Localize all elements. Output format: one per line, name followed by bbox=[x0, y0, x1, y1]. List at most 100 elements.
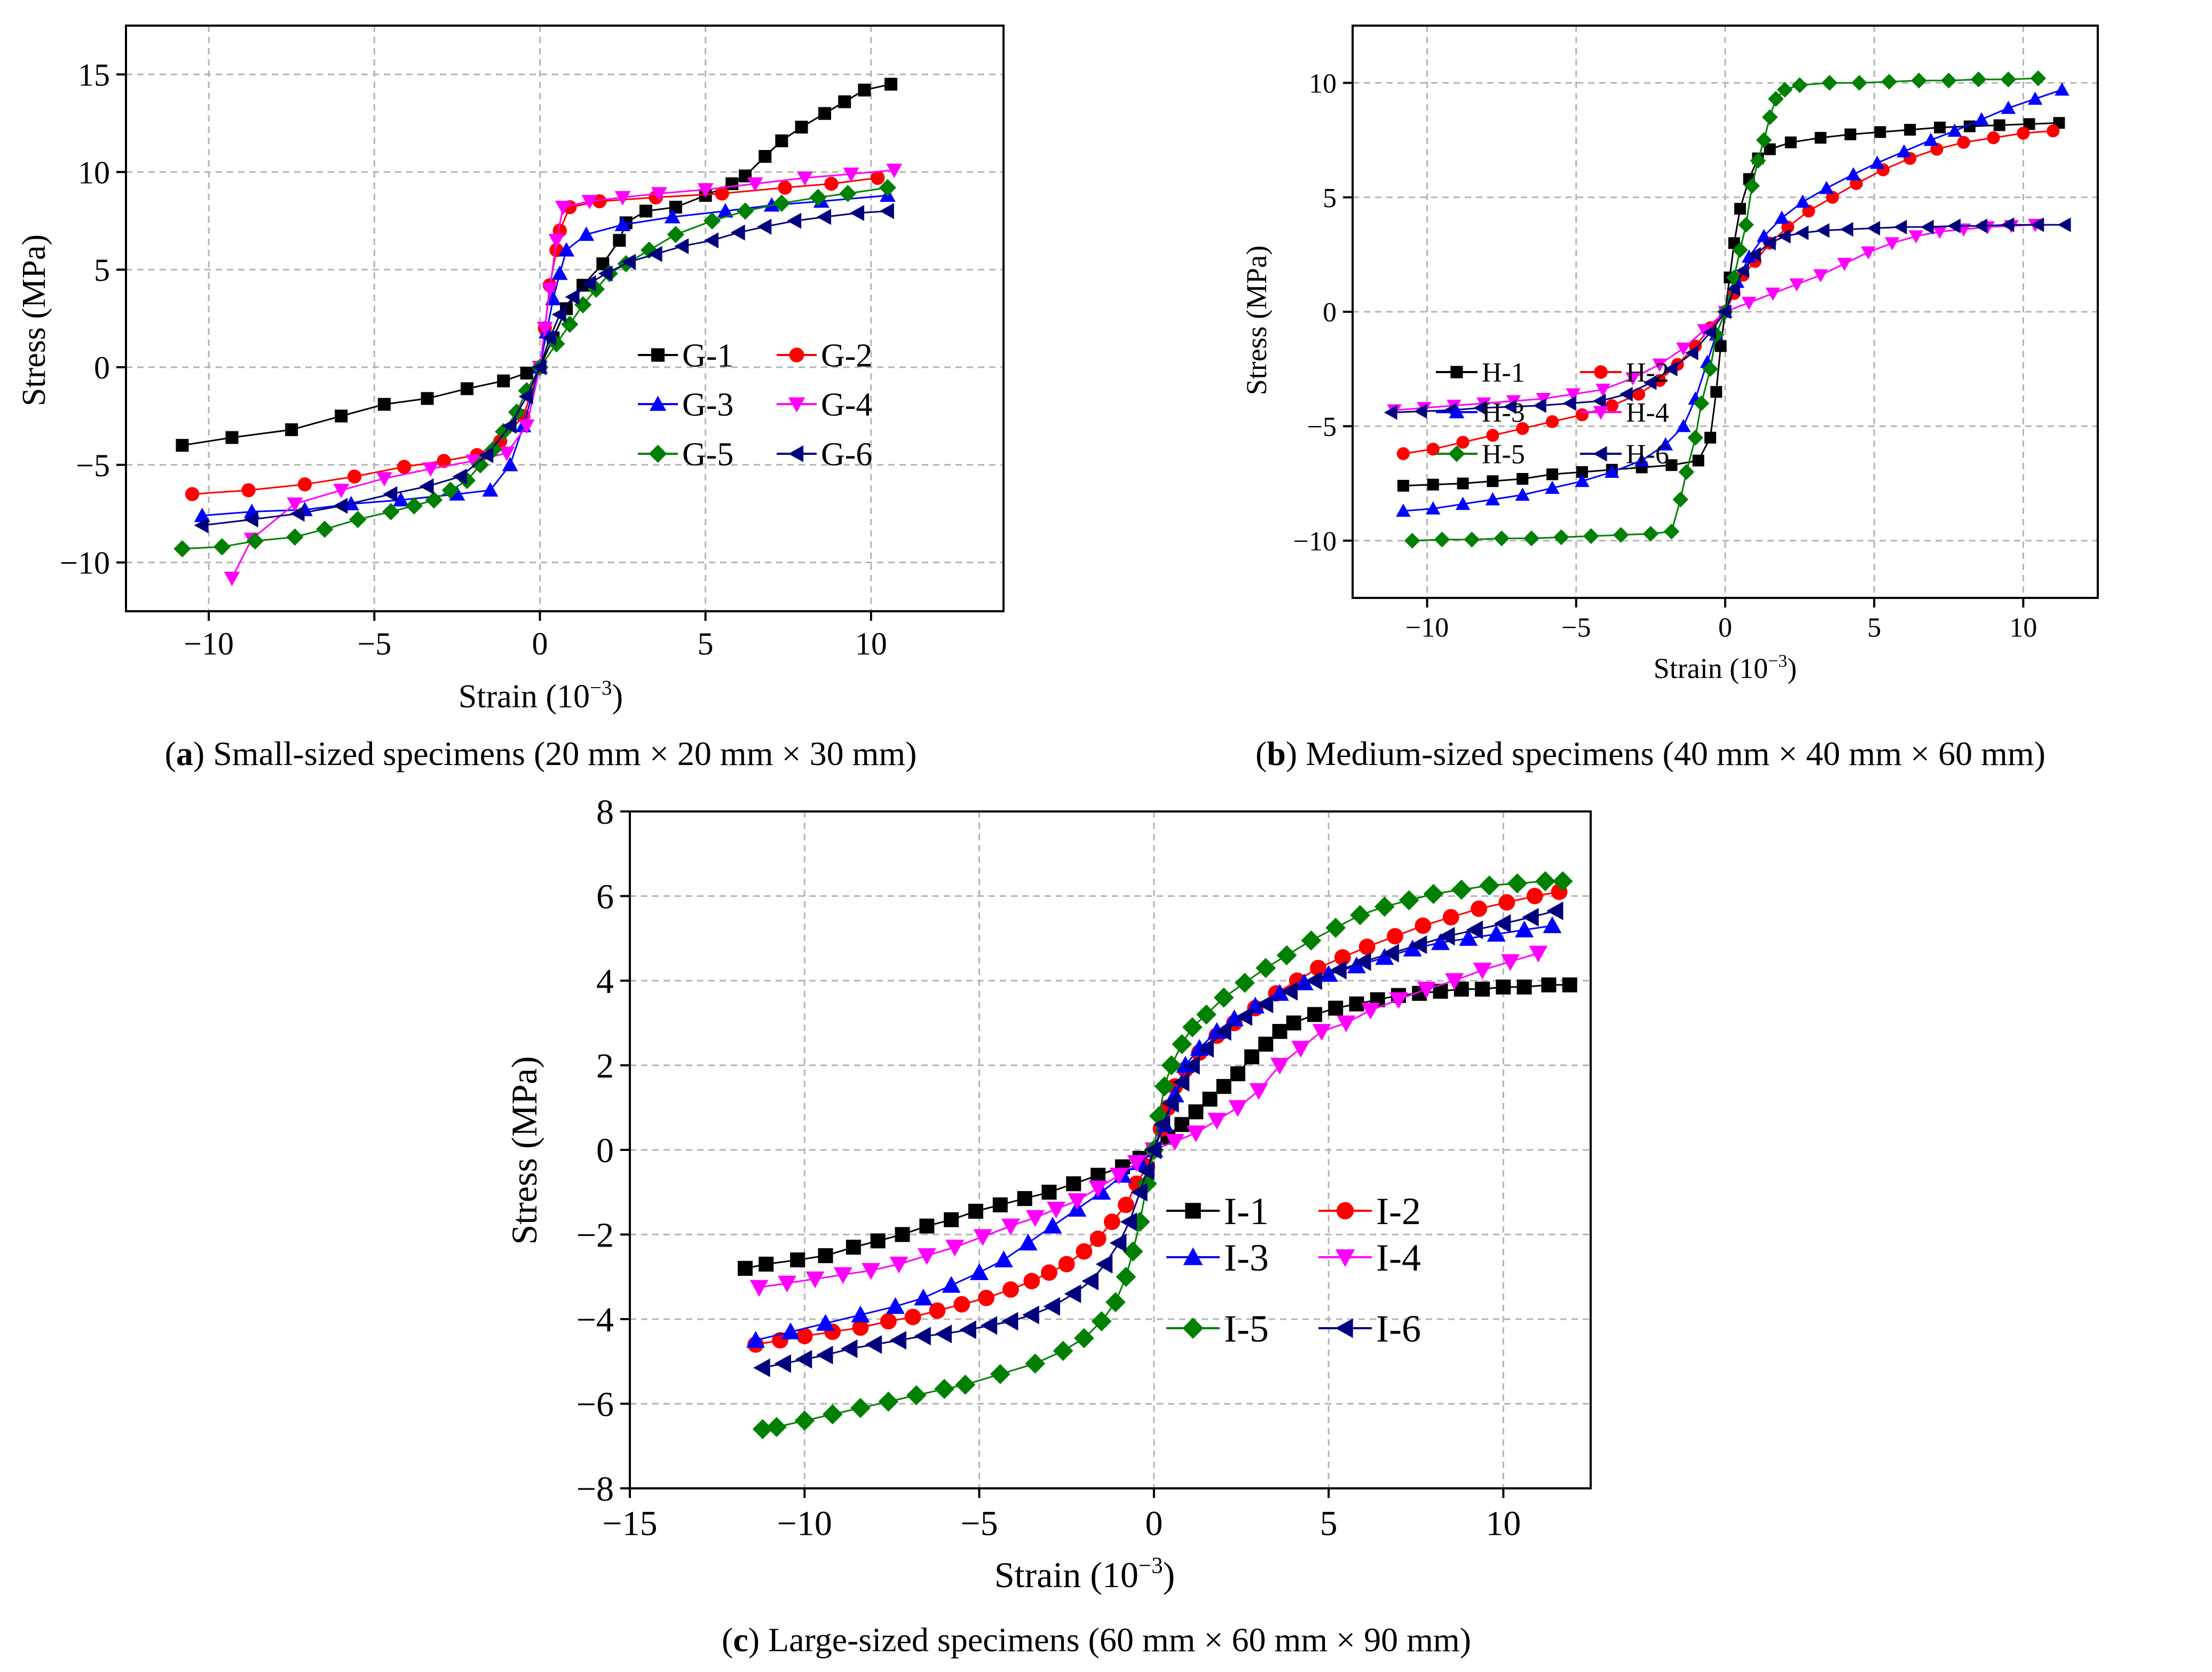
data-point-G-6 bbox=[243, 511, 258, 528]
legend-label-H-4: H-4 bbox=[1626, 398, 1669, 428]
data-point-H-2 bbox=[1486, 429, 1499, 442]
data-point-I-3 bbox=[886, 1297, 905, 1314]
data-point-H-1 bbox=[1692, 454, 1704, 467]
data-point-G-1 bbox=[176, 439, 189, 452]
data-point-H-5 bbox=[1663, 523, 1680, 540]
data-point-G-3 bbox=[614, 216, 631, 231]
x-axis-title: Strain (10−3) bbox=[459, 676, 623, 715]
data-point-I-4 bbox=[1068, 1193, 1087, 1210]
data-point-H-5 bbox=[1744, 178, 1760, 194]
data-point-I-1 bbox=[759, 1256, 774, 1272]
data-point-G-6 bbox=[502, 417, 517, 434]
data-point-I-6 bbox=[959, 1320, 976, 1339]
data-point-I-2 bbox=[852, 1319, 869, 1336]
y-tick-label: −4 bbox=[576, 1300, 614, 1339]
x-axis-title-main: Strain (10 bbox=[1654, 652, 1768, 684]
data-point-H-6 bbox=[2031, 217, 2044, 232]
data-point-I-4 bbox=[862, 1263, 881, 1280]
data-point-I-4 bbox=[778, 1275, 797, 1293]
data-point-G-6 bbox=[551, 306, 566, 323]
y-tick-label: 6 bbox=[596, 878, 614, 917]
data-point-I-5 bbox=[1301, 930, 1322, 951]
data-point-H-5 bbox=[1726, 269, 1742, 286]
data-point-I-1 bbox=[790, 1252, 805, 1268]
legend-label-G-2: G-2 bbox=[821, 338, 872, 374]
data-point-G-1 bbox=[285, 423, 298, 436]
data-point-I-5 bbox=[1123, 1241, 1143, 1262]
data-point-I-6 bbox=[1064, 1284, 1081, 1303]
data-point-G-3 bbox=[392, 492, 409, 507]
data-point-H-5 bbox=[1553, 529, 1569, 546]
data-point-H-5 bbox=[1702, 361, 1718, 377]
data-point-H-6 bbox=[1643, 375, 1657, 390]
data-point-G-1 bbox=[421, 392, 434, 405]
data-point-H-3 bbox=[1923, 132, 1939, 146]
data-point-I-2 bbox=[1103, 1213, 1120, 1231]
data-point-I-5 bbox=[1053, 1340, 1073, 1361]
data-point-I-5 bbox=[1105, 1292, 1126, 1313]
data-point-H-1 bbox=[1734, 203, 1746, 215]
legend-marker-G-5 bbox=[649, 444, 667, 463]
x-tick-label: 10 bbox=[855, 626, 887, 661]
data-point-H-6 bbox=[1503, 399, 1516, 414]
data-point-I-1 bbox=[1244, 1049, 1260, 1064]
data-point-H-1 bbox=[1516, 473, 1529, 485]
data-point-I-6 bbox=[1183, 1056, 1200, 1075]
data-point-G-6 bbox=[333, 498, 348, 514]
data-point-H-6 bbox=[1920, 219, 1934, 235]
data-point-H-1 bbox=[1784, 136, 1797, 148]
data-point-H-3 bbox=[1575, 474, 1590, 487]
data-point-H-2 bbox=[1632, 388, 1646, 401]
data-point-H-2 bbox=[1456, 436, 1470, 449]
data-point-I-4 bbox=[1165, 1134, 1184, 1151]
data-point-H-1 bbox=[1934, 121, 1946, 133]
data-point-G-3 bbox=[578, 226, 595, 241]
x-tick-label: 5 bbox=[1867, 613, 1881, 643]
data-point-I-6 bbox=[1109, 1233, 1127, 1252]
x-tick-label: −5 bbox=[960, 1504, 998, 1543]
data-point-H-2 bbox=[1605, 399, 1618, 412]
data-point-I-6 bbox=[914, 1327, 931, 1346]
data-point-I-4 bbox=[1500, 954, 1520, 971]
data-point-I-6 bbox=[1438, 927, 1455, 946]
data-point-I-5 bbox=[1399, 890, 1419, 911]
data-point-H-3 bbox=[2027, 91, 2043, 105]
data-point-I-5 bbox=[1116, 1266, 1136, 1287]
y-tick-label: 10 bbox=[1309, 68, 1337, 99]
series-I-6 bbox=[753, 901, 1563, 1377]
data-point-H-6 bbox=[1533, 398, 1546, 413]
data-point-G-3 bbox=[194, 507, 210, 522]
data-point-H-5 bbox=[1494, 530, 1510, 547]
data-point-H-1 bbox=[1665, 459, 1678, 471]
data-point-H-4 bbox=[1676, 342, 1691, 356]
data-point-I-2 bbox=[978, 1289, 995, 1306]
data-point-G-1 bbox=[497, 374, 510, 388]
data-point-G-4 bbox=[747, 177, 763, 192]
data-point-I-4 bbox=[1312, 1024, 1331, 1041]
data-point-I-3 bbox=[1270, 984, 1289, 1001]
data-point-I-1 bbox=[1174, 1117, 1190, 1132]
data-point-H-6 bbox=[1685, 345, 1698, 360]
data-point-I-1 bbox=[1230, 1066, 1245, 1082]
data-point-G-5 bbox=[640, 241, 658, 259]
y-tick-label: −8 bbox=[576, 1470, 614, 1509]
data-point-I-2 bbox=[904, 1308, 921, 1326]
data-point-I-3 bbox=[1092, 1182, 1111, 1200]
panel-b-chart: −10 −5 0 5 10 −10 −5 0 5 10 Strain (10−3) Stress (M… bbox=[1241, 25, 2099, 684]
data-point-H-5 bbox=[1583, 528, 1599, 545]
y-axis-title: Stress (MPa) bbox=[504, 1056, 544, 1244]
caption-a-letter: a bbox=[176, 735, 193, 772]
data-point-G-4 bbox=[697, 183, 714, 198]
data-point-H-1 bbox=[1844, 128, 1856, 140]
x-tick-label: 0 bbox=[532, 626, 548, 661]
data-point-H-5 bbox=[1881, 74, 1897, 90]
data-point-I-4 bbox=[1389, 992, 1408, 1009]
data-point-H-4 bbox=[1652, 358, 1667, 372]
data-point-I-4 bbox=[1001, 1218, 1020, 1236]
data-point-I-1 bbox=[1541, 977, 1557, 992]
caption-b-text: Medium-sized specimens (40 mm × 40 mm × … bbox=[1297, 735, 2045, 772]
legend-marker-G-1 bbox=[651, 348, 665, 362]
data-point-I-3 bbox=[994, 1250, 1013, 1268]
legend-label-I-1: I-1 bbox=[1224, 1190, 1269, 1233]
data-point-G-5 bbox=[286, 528, 304, 546]
